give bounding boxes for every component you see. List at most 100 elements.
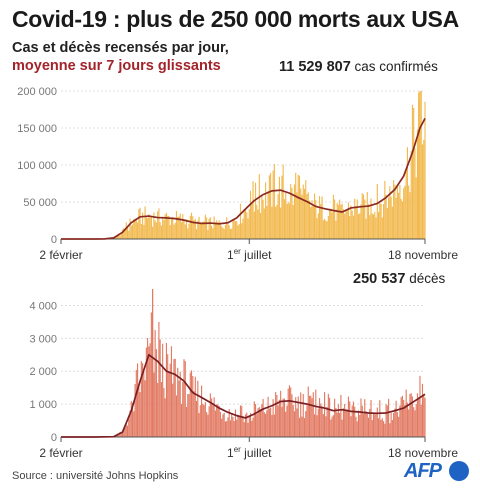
daily-bar xyxy=(311,398,313,437)
daily-bar xyxy=(364,199,366,239)
daily-bar xyxy=(336,412,338,437)
daily-bar xyxy=(190,212,193,239)
daily-bar xyxy=(400,198,402,239)
daily-bar xyxy=(342,209,344,239)
daily-bar xyxy=(312,204,314,239)
daily-bar xyxy=(362,194,365,239)
daily-bar xyxy=(170,346,173,437)
subtitle-line2: moyenne sur 7 jours glissants xyxy=(12,58,221,74)
daily-bar xyxy=(411,104,414,239)
daily-bar xyxy=(334,199,336,239)
daily-bar xyxy=(327,393,329,437)
daily-bar xyxy=(227,224,229,239)
daily-bar xyxy=(270,407,272,437)
y-tick-label: 0 xyxy=(51,234,57,246)
daily-bar xyxy=(183,220,185,239)
daily-bar xyxy=(341,419,343,437)
daily-bar xyxy=(217,404,219,437)
daily-bar xyxy=(175,395,178,437)
daily-bar xyxy=(125,222,127,239)
daily-bar xyxy=(381,217,383,239)
daily-bar xyxy=(344,213,346,239)
cases-total: 11 529 807 xyxy=(279,59,351,75)
daily-bar xyxy=(291,394,293,437)
daily-bar xyxy=(303,418,306,437)
daily-bars xyxy=(96,91,426,240)
daily-bar xyxy=(377,418,380,437)
daily-bar xyxy=(381,418,383,437)
daily-bar xyxy=(268,175,270,239)
daily-bar xyxy=(261,194,263,239)
daily-bar xyxy=(360,204,362,239)
daily-bar xyxy=(120,233,122,239)
daily-bar xyxy=(174,358,176,437)
daily-bar xyxy=(139,207,141,239)
y-tick-label: 200 000 xyxy=(17,86,57,98)
daily-bar xyxy=(203,221,205,239)
daily-bar xyxy=(380,203,382,239)
daily-bar xyxy=(123,228,125,239)
daily-bar xyxy=(369,408,371,437)
daily-bar xyxy=(263,412,265,437)
daily-bar xyxy=(197,220,199,239)
daily-bar xyxy=(385,194,387,239)
daily-bar xyxy=(393,412,395,437)
daily-bar xyxy=(308,395,311,437)
daily-bar xyxy=(248,208,250,239)
y-tick-label: 3 000 xyxy=(29,333,57,345)
daily-bar xyxy=(285,411,287,437)
daily-bar xyxy=(361,193,363,239)
daily-bar xyxy=(157,211,159,239)
afp-logo: AFP xyxy=(404,459,469,485)
daily-bar xyxy=(405,389,407,437)
daily-bar xyxy=(118,233,120,239)
daily-bar xyxy=(321,406,323,437)
daily-bar xyxy=(229,420,232,437)
daily-bar xyxy=(193,391,195,437)
daily-bar xyxy=(330,419,332,437)
daily-bar xyxy=(409,393,411,437)
daily-bar xyxy=(395,197,397,239)
daily-bar xyxy=(165,212,167,239)
daily-bar xyxy=(376,183,378,239)
daily-bar xyxy=(286,203,288,239)
daily-bar xyxy=(129,218,131,239)
daily-bar xyxy=(149,343,151,437)
x-tick-label: 1er juillet xyxy=(227,445,272,460)
daily-bar xyxy=(374,414,376,437)
daily-bar xyxy=(252,417,254,437)
daily-bar xyxy=(268,408,270,437)
daily-bar xyxy=(316,415,318,437)
daily-bar xyxy=(341,203,343,239)
daily-bar xyxy=(273,164,275,239)
daily-bar xyxy=(308,200,311,239)
daily-bar xyxy=(223,229,225,239)
x-tick-label: 18 novembre xyxy=(388,446,458,460)
daily-bar xyxy=(391,206,393,239)
daily-bar xyxy=(391,419,393,437)
daily-bar xyxy=(366,192,368,239)
daily-bar xyxy=(315,389,317,437)
daily-bar xyxy=(364,399,366,437)
daily-bar xyxy=(253,401,255,437)
daily-bar xyxy=(296,192,298,239)
daily-bar xyxy=(121,229,124,239)
cases-stat: 11 529 807 cas confirmés xyxy=(279,59,438,75)
daily-bar xyxy=(162,343,164,437)
daily-bar xyxy=(131,224,134,239)
subtitle-line1: Cas et décès recensés par jour, xyxy=(12,40,229,56)
daily-bar xyxy=(154,220,156,239)
daily-bar xyxy=(133,219,135,239)
y-tick-label: 100 000 xyxy=(17,160,57,172)
daily-bar xyxy=(254,182,257,239)
daily-bar xyxy=(130,225,132,239)
daily-bar xyxy=(169,363,171,437)
x-tick-label: 2 février xyxy=(39,446,82,460)
daily-bar xyxy=(155,349,157,437)
daily-bar xyxy=(329,208,331,239)
daily-bar xyxy=(187,228,189,239)
daily-bar xyxy=(180,404,183,437)
daily-bar xyxy=(398,416,400,437)
daily-bar xyxy=(152,226,154,239)
